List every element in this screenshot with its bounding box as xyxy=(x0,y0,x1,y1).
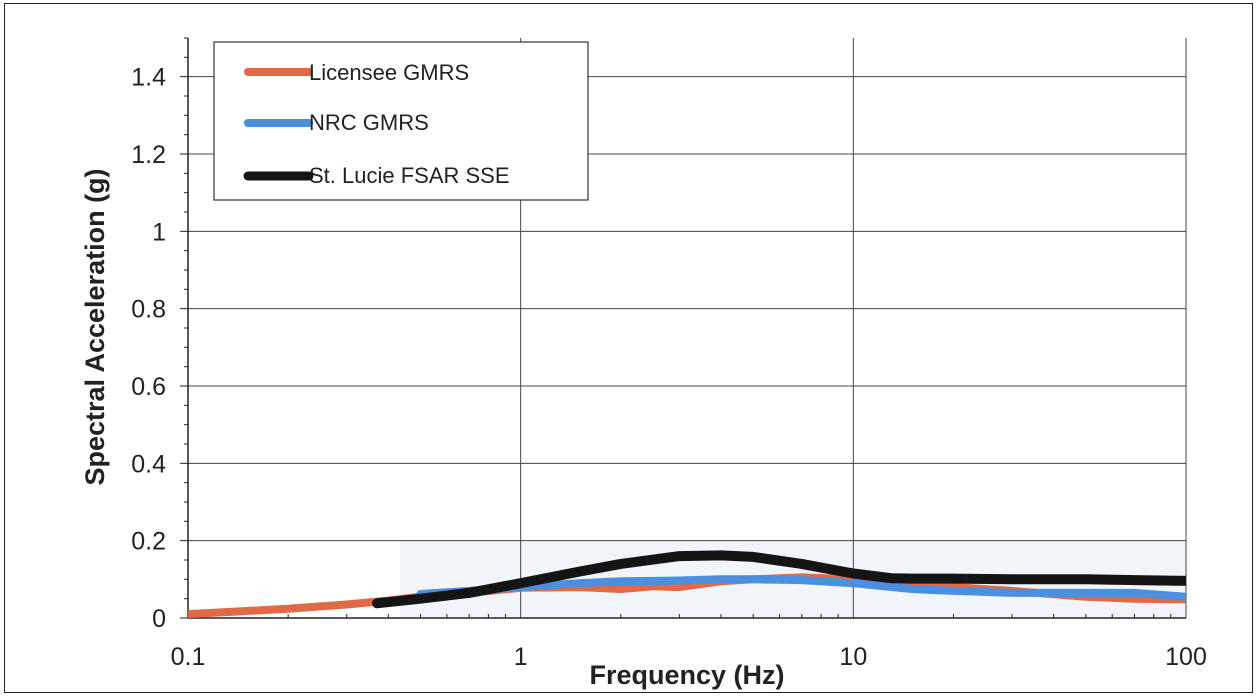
series-line-st-lucie-fsar-sse xyxy=(372,550,1186,609)
y-tick-label: 0.6 xyxy=(131,373,166,401)
y-tick-label: 1 xyxy=(152,218,166,246)
y-tick-label: 0.8 xyxy=(131,296,166,324)
legend-item-st-lucie-fsar-sse: St. Lucie FSAR SSE xyxy=(243,163,510,188)
legend-item-licensee-gmrs: Licensee GMRS xyxy=(244,60,469,85)
x-tick-label: 100 xyxy=(1165,643,1207,671)
series-lines xyxy=(188,550,1186,618)
legend-label: Licensee GMRS xyxy=(309,60,469,85)
y-tick-label: 0.2 xyxy=(131,528,166,556)
x-tick-label: 0.1 xyxy=(171,643,206,671)
y-tick-label: 1.2 xyxy=(131,141,166,169)
legend-item-nrc-gmrs: NRC GMRS xyxy=(244,110,429,135)
y-tick-labels: 0 0.2 0.4 0.6 0.8 1 1.2 1.4 xyxy=(131,64,166,633)
y-axis-title: Spectral Acceleration (g) xyxy=(80,168,110,485)
x-axis-title: Frequency (Hz) xyxy=(589,660,784,690)
x-tick-labels: 0.1 1 10 100 xyxy=(171,643,1207,671)
legend-label: St. Lucie FSAR SSE xyxy=(309,163,510,188)
legend-label: NRC GMRS xyxy=(309,110,429,135)
x-tick-label: 1 xyxy=(514,643,528,671)
y-tick-label: 0 xyxy=(152,605,166,633)
series-line-nrc-gmrs xyxy=(416,575,1186,601)
y-tick-label: 1.4 xyxy=(131,64,166,92)
x-tick-label: 10 xyxy=(839,643,867,671)
axes xyxy=(180,37,1186,619)
legend: Licensee GMRS NRC GMRS St. Lucie FSAR SS… xyxy=(213,41,589,201)
y-tick-label: 0.4 xyxy=(131,450,166,478)
